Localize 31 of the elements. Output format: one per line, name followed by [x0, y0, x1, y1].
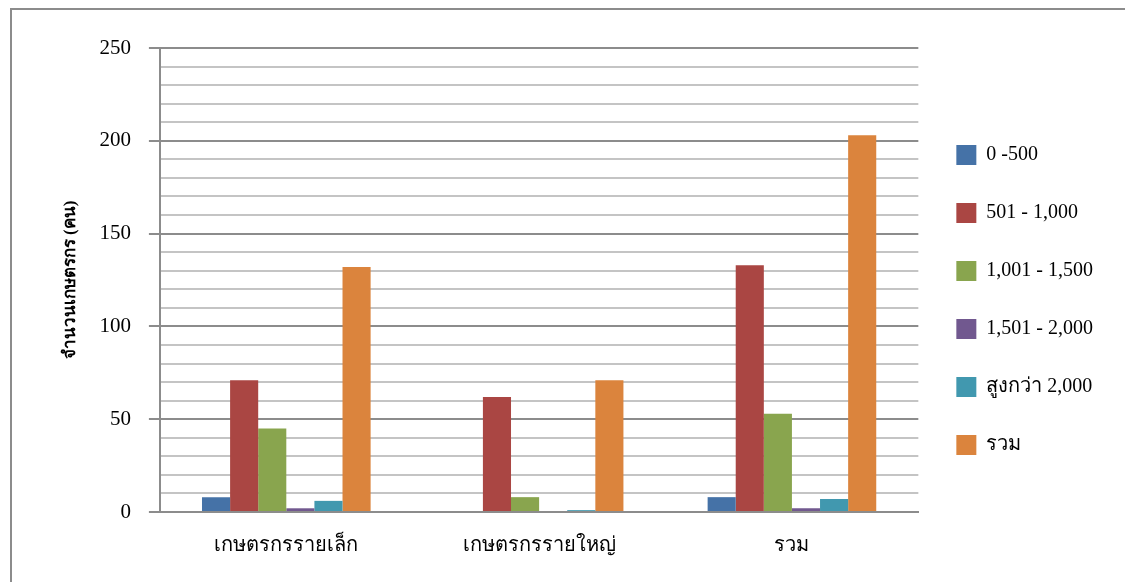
- bar: [482, 396, 512, 511]
- x-tick-label: รวม: [774, 533, 810, 556]
- bar: [511, 497, 540, 511]
- bar: [286, 508, 315, 511]
- x-tick-label: เกษตรกรรายใหญ่: [462, 533, 616, 557]
- x-tick-label: เกษตรกรรายเล็ก: [214, 531, 359, 556]
- y-tick-label: 150: [99, 220, 131, 245]
- legend-label: 0 -500: [986, 142, 1039, 165]
- y-tick-label: 100: [99, 312, 131, 337]
- bar: [201, 497, 231, 511]
- y-tick-label: 200: [99, 127, 131, 152]
- legend-label: รวม: [986, 432, 1022, 455]
- bar: [848, 135, 877, 511]
- bar: [707, 497, 736, 511]
- legend-label: สูงกว่า 2,000: [986, 374, 1093, 399]
- bar: [763, 413, 792, 511]
- bar: [791, 508, 821, 511]
- y-tick-label: 0: [120, 498, 131, 523]
- bar: [314, 500, 343, 511]
- y-tick-label: 50: [109, 405, 131, 430]
- legend-label: 1,001 - 1,500: [986, 258, 1094, 281]
- y-axis-title: จำนวนเกษตรกร (คน): [59, 200, 79, 360]
- bar: [230, 380, 259, 511]
- bar: [820, 499, 849, 511]
- y-tick-label: 250: [99, 34, 131, 59]
- bar: [342, 267, 371, 511]
- bar: [735, 265, 764, 511]
- legend-label: 501 - 1,000: [986, 200, 1079, 223]
- bar: [595, 380, 624, 511]
- bar: [258, 428, 287, 511]
- legend-label: 1,501 - 2,000: [986, 316, 1094, 339]
